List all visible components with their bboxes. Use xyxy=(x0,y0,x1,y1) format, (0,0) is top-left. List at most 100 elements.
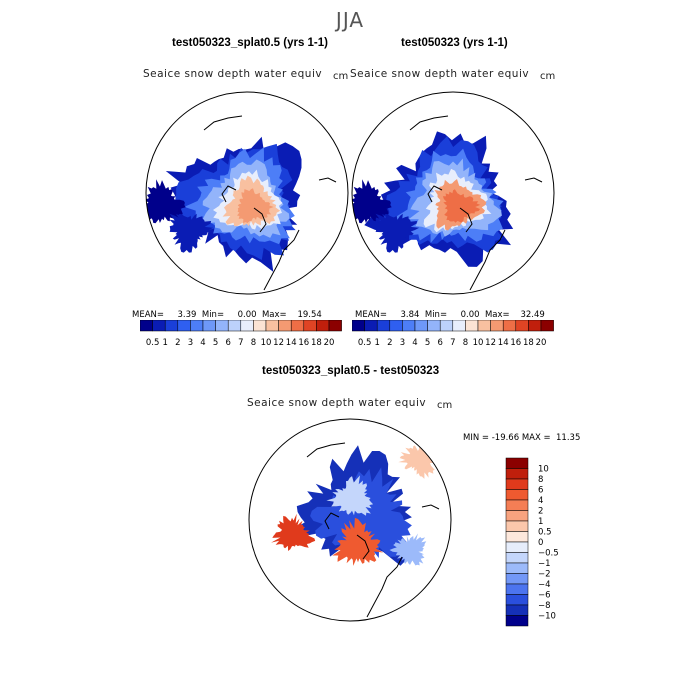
colorbar-swatch xyxy=(278,320,292,332)
colorbar-swatch xyxy=(152,320,166,332)
colorbar-swatch xyxy=(439,320,454,332)
panel-2-mean-label: MEAN= xyxy=(355,310,387,320)
panel-2-mean-value: 3.84 xyxy=(400,310,420,320)
panel-1-unit: cm xyxy=(333,71,349,82)
colorbar-swatch xyxy=(140,320,153,332)
colorbar-tick-label: 1 xyxy=(538,517,543,527)
snow-depth-contour xyxy=(352,179,392,225)
map-boundary xyxy=(145,91,349,295)
colorbar-swatch xyxy=(505,573,529,585)
colorbar-swatch xyxy=(376,320,391,332)
colorbar-swatch xyxy=(505,615,529,627)
colorbar-tick-label: 8 xyxy=(463,338,468,348)
colorbar-tick-label: 18 xyxy=(523,338,534,348)
colorbar-swatch xyxy=(528,320,542,332)
colorbar-tick-label: 0.5 xyxy=(538,528,552,538)
colorbar-swatch xyxy=(465,320,479,332)
colorbar-swatch xyxy=(505,562,529,574)
colorbar-tick-label: −4 xyxy=(538,580,551,590)
colorbar-swatch xyxy=(505,583,529,595)
colorbar-swatch xyxy=(505,499,529,511)
colorbar-swatch xyxy=(414,320,428,332)
panel-1-mean-label: MEAN= xyxy=(132,310,164,320)
colorbar-swatch xyxy=(402,320,416,332)
colorbar-tick-label: 10 xyxy=(538,465,549,475)
colorbar-swatch xyxy=(505,489,529,501)
colorbar-tick-label: 10 xyxy=(261,338,272,348)
colorbar-swatch xyxy=(328,320,342,332)
coastline xyxy=(203,115,337,291)
panel-2-field-label: Seaice snow depth water equiv xyxy=(350,68,530,80)
colorbar-swatch xyxy=(505,531,529,543)
colorbar-tick-label: 5 xyxy=(213,338,218,348)
colorbar-swatch xyxy=(202,320,216,332)
colorbar-swatch xyxy=(227,320,242,332)
colorbar-tick-label: 3 xyxy=(400,338,405,348)
colorbar-tick-label: 6 xyxy=(538,486,543,496)
colorbar-tick-label: 2 xyxy=(538,507,543,517)
colorbar-tick-label: 6 xyxy=(225,338,230,348)
panel-3-title: test050323_splat0.5 - test050323 xyxy=(262,365,440,377)
colorbar-swatch xyxy=(389,320,403,332)
colorbar-swatch xyxy=(505,604,529,616)
colorbar-tick-label: 1 xyxy=(162,338,167,348)
colorbar-swatch xyxy=(240,320,254,332)
colorbar-tick-label: 16 xyxy=(298,338,309,348)
colorbar-tick-label: 4 xyxy=(538,496,543,506)
panel-1-field-label: Seaice snow depth water equiv xyxy=(143,68,323,80)
coastline xyxy=(306,442,440,618)
panel-3-unit: cm xyxy=(437,400,453,411)
panel-1-title: test050323_splat0.5 (yrs 1-1) xyxy=(172,37,328,49)
colorbar-tick-label: 8 xyxy=(538,475,543,485)
colorbar-tick-label: −8 xyxy=(538,601,551,611)
colorbar-tick-label: 0.5 xyxy=(146,338,160,348)
colorbar-swatch xyxy=(505,594,529,606)
difference-contour xyxy=(389,533,427,566)
colorbar-swatch xyxy=(505,520,529,532)
colorbar-tick-label: 2 xyxy=(387,338,392,348)
panel-1-min-label: Min= xyxy=(201,310,225,320)
colorbar-tick-label: 18 xyxy=(311,338,322,348)
colorbar-swatch xyxy=(427,320,441,332)
colorbar-tick-label: 5 xyxy=(425,338,430,348)
colorbar-swatch xyxy=(505,457,529,469)
colorbar-tick-label: −10 xyxy=(538,612,556,622)
colorbar-tick-label: 16 xyxy=(510,338,521,348)
colorbar-tick-label: −6 xyxy=(538,591,551,601)
colorbar-swatch xyxy=(505,478,529,490)
colorbar-swatch xyxy=(505,541,529,553)
coastline xyxy=(409,115,543,291)
colorbar-swatch xyxy=(253,320,267,332)
colorbar-tick-label: 10 xyxy=(473,338,484,348)
panel-1-max-value: 19.54 xyxy=(297,310,322,320)
snow-depth-contour xyxy=(442,189,481,223)
panel-1-stats: MEAN= 3.39 Min= 0.00 Max= 19.54 xyxy=(132,310,322,320)
panel-3-field-label: Seaice snow depth water equiv xyxy=(247,397,427,409)
colorbar-swatch xyxy=(505,468,529,480)
colorbar-swatch xyxy=(505,552,529,564)
colorbar-tick-label: 20 xyxy=(324,338,335,348)
colorbar-tick-label: 7 xyxy=(450,338,455,348)
panel-2-polar-map xyxy=(351,91,555,295)
difference-contour xyxy=(332,517,384,566)
panel-3-stats: MIN = -19.66 MAX = 11.35 xyxy=(463,433,581,443)
colorbar-tick-label: 0 xyxy=(538,538,543,548)
colorbar-swatch xyxy=(502,320,517,332)
panel-1-min-value: 0.00 xyxy=(237,310,257,320)
panel-2-max-label: Max= xyxy=(484,310,510,320)
colorbar-tick-label: 0.5 xyxy=(358,338,372,348)
colorbar-swatch xyxy=(290,320,305,332)
panel-2-max-value: 32.49 xyxy=(520,310,545,320)
panel-2-unit: cm xyxy=(540,71,556,82)
panel-1-max-label: Max= xyxy=(261,310,287,320)
panel-2-stats: MEAN= 3.84 Min= 0.00 Max= 32.49 xyxy=(355,310,545,320)
panel-2-colorbar: 0.5 1 2 3 4 5 6 7 8 10 12 14 16 18 20 xyxy=(352,320,554,348)
map-boundary xyxy=(351,91,555,295)
panel-1-mean-value: 3.39 xyxy=(177,310,197,320)
season-title: JJA xyxy=(335,8,365,32)
panel-3-polar-map xyxy=(248,418,452,622)
snow-depth-contour xyxy=(169,213,214,253)
colorbar-swatch xyxy=(316,320,330,332)
panel-1-colorbar: 0.5 1 2 3 4 5 6 7 8 10 12 14 16 18 20 xyxy=(140,320,342,348)
